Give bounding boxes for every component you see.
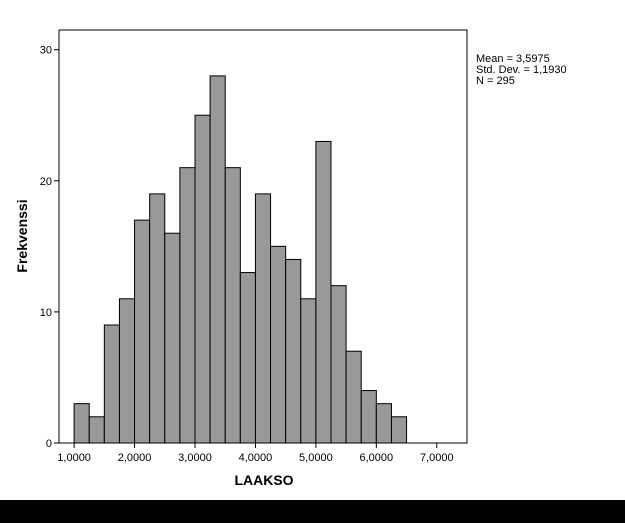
histogram-bar (300, 298, 317, 444)
x-axis-ticks: 1,0000 2,0000 3,0000 4,0000 5,0000 6,0000 7,00… (57, 443, 454, 464)
histogram-bar (134, 219, 151, 444)
y-axis-ticks: 0 10 20 30 (40, 45, 59, 450)
y-tick-label: 10 (40, 307, 52, 319)
x-tick-label: 6,0000 (360, 452, 394, 464)
stats-box: Mean = 3,5975 Std. Dev. = 1,1930 N = 295 (476, 53, 567, 87)
bars-group (73, 75, 408, 444)
bottom-black-strip (0, 500, 625, 523)
histogram-bar (375, 403, 392, 444)
y-axis-title: Frekvenssi (14, 199, 30, 272)
histogram-bar (360, 390, 377, 444)
histogram-bar (330, 285, 347, 444)
histogram-bar (179, 167, 196, 444)
histogram-bar (239, 272, 256, 444)
y-tick-label: 30 (40, 45, 52, 57)
x-axis-title: LAAKSO (234, 472, 293, 488)
histogram-bar (194, 114, 211, 444)
x-tick-label: 3,0000 (178, 452, 212, 464)
histogram-bar (315, 140, 332, 444)
x-tick-label: 4,0000 (239, 452, 273, 464)
histogram-bar (103, 324, 120, 444)
histogram-bar (164, 232, 181, 444)
y-tick-label: 0 (46, 438, 52, 450)
histogram-bar (118, 298, 136, 444)
stats-mean: Mean = 3,5975 (476, 53, 550, 65)
y-tick-label: 20 (40, 176, 52, 188)
histogram-bar (149, 193, 166, 444)
histogram-bar (285, 258, 302, 444)
histogram-bar (390, 416, 408, 444)
histogram-bar (209, 75, 226, 444)
histogram-bar (345, 350, 362, 444)
x-tick-label: 2,0000 (118, 452, 152, 464)
histogram-bar (73, 403, 90, 444)
histogram-bar (224, 167, 241, 444)
stats-n: N = 295 (476, 75, 515, 87)
x-tick-label: 1,0000 (57, 452, 91, 464)
x-tick-label: 7,0000 (420, 452, 454, 464)
histogram-chart: 1,0000 2,0000 3,0000 4,0000 5,0000 6,0000 7,00… (14, 29, 567, 488)
histogram-bar (254, 193, 272, 444)
x-tick-label: 5,0000 (299, 452, 333, 464)
stats-std-dev: Std. Dev. = 1,1930 (476, 64, 567, 76)
histogram-bar (88, 416, 105, 444)
histogram-bar (270, 245, 287, 444)
